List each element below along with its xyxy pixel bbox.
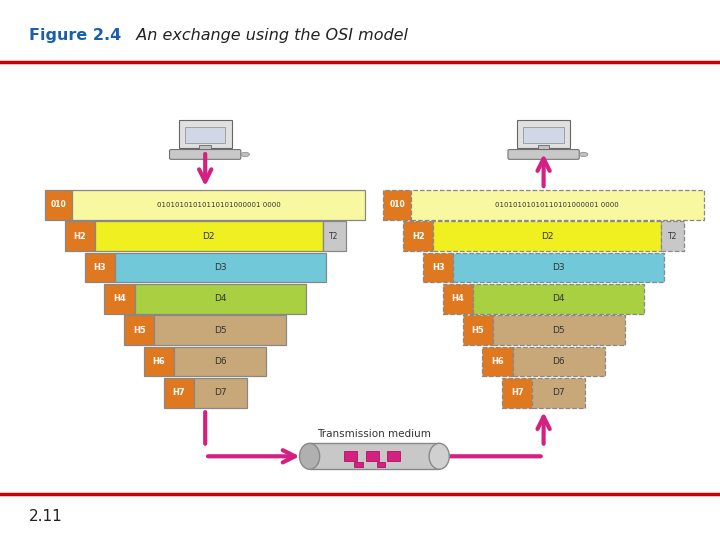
Text: H3: H3 (432, 263, 444, 272)
Bar (443, 284, 473, 314)
Bar (354, 462, 363, 467)
Bar (533, 378, 585, 408)
Text: D5: D5 (552, 326, 565, 335)
Bar (387, 451, 400, 461)
Bar (174, 347, 266, 376)
FancyBboxPatch shape (517, 120, 570, 148)
Text: D2: D2 (202, 232, 215, 241)
Text: 010: 010 (51, 200, 66, 210)
Text: H5: H5 (133, 326, 145, 335)
Ellipse shape (429, 443, 449, 469)
Bar (84, 253, 115, 282)
Bar (185, 127, 225, 143)
Bar (454, 253, 665, 282)
Bar (462, 315, 492, 345)
Text: D6: D6 (214, 357, 227, 366)
Bar (366, 451, 379, 461)
Text: H7: H7 (173, 388, 185, 397)
Bar (383, 190, 410, 220)
Text: D5: D5 (214, 326, 227, 335)
Bar (135, 284, 306, 314)
Text: D2: D2 (541, 232, 554, 241)
Bar (661, 221, 684, 251)
Bar (154, 315, 287, 345)
Bar (163, 378, 194, 408)
Text: D3: D3 (214, 263, 227, 272)
Text: H7: H7 (511, 388, 523, 397)
FancyBboxPatch shape (170, 150, 240, 159)
Bar (124, 315, 154, 345)
Bar (323, 221, 346, 251)
Text: H4: H4 (113, 294, 126, 303)
Text: 2.11: 2.11 (29, 509, 63, 524)
Bar (473, 284, 644, 314)
Bar (492, 315, 624, 345)
Text: 01010101010110101000001 0000: 01010101010110101000001 0000 (157, 202, 281, 208)
Bar (513, 347, 605, 376)
Bar (538, 145, 549, 151)
Ellipse shape (240, 152, 249, 157)
Bar (377, 462, 385, 467)
Bar (104, 284, 135, 314)
Ellipse shape (579, 152, 588, 157)
Bar (503, 378, 533, 408)
Text: 01010101010110101000001 0000: 01010101010110101000001 0000 (495, 202, 619, 208)
Text: D4: D4 (552, 294, 565, 303)
Text: D7: D7 (552, 388, 565, 397)
Bar (433, 221, 661, 251)
Bar (344, 451, 357, 461)
FancyBboxPatch shape (508, 150, 579, 159)
Bar (144, 347, 174, 376)
Bar (114, 253, 325, 282)
Bar (194, 378, 246, 408)
Bar (199, 145, 211, 151)
Bar (482, 347, 513, 376)
Bar (423, 253, 454, 282)
Bar (523, 127, 564, 143)
Text: An exchange using the OSI model: An exchange using the OSI model (126, 28, 408, 43)
Bar (95, 221, 323, 251)
Bar (65, 221, 95, 251)
Text: 010: 010 (390, 200, 405, 210)
Text: Transmission medium: Transmission medium (318, 429, 431, 439)
Bar (403, 221, 433, 251)
Text: H5: H5 (472, 326, 484, 335)
Text: D6: D6 (552, 357, 565, 366)
Text: D4: D4 (214, 294, 227, 303)
Ellipse shape (300, 443, 320, 469)
Text: H6: H6 (491, 357, 504, 366)
Bar (45, 190, 72, 220)
Bar (410, 190, 703, 220)
Text: H6: H6 (153, 357, 166, 366)
Text: T2: T2 (667, 232, 678, 241)
Text: T2: T2 (329, 232, 339, 241)
FancyBboxPatch shape (179, 120, 232, 148)
Bar (72, 190, 366, 220)
Text: D3: D3 (552, 263, 565, 272)
Text: H2: H2 (73, 232, 86, 241)
Text: D7: D7 (214, 388, 227, 397)
Text: H2: H2 (412, 232, 425, 241)
Text: H4: H4 (451, 294, 464, 303)
Text: H3: H3 (94, 263, 106, 272)
Text: Figure 2.4: Figure 2.4 (29, 28, 121, 43)
Bar (310, 443, 439, 469)
